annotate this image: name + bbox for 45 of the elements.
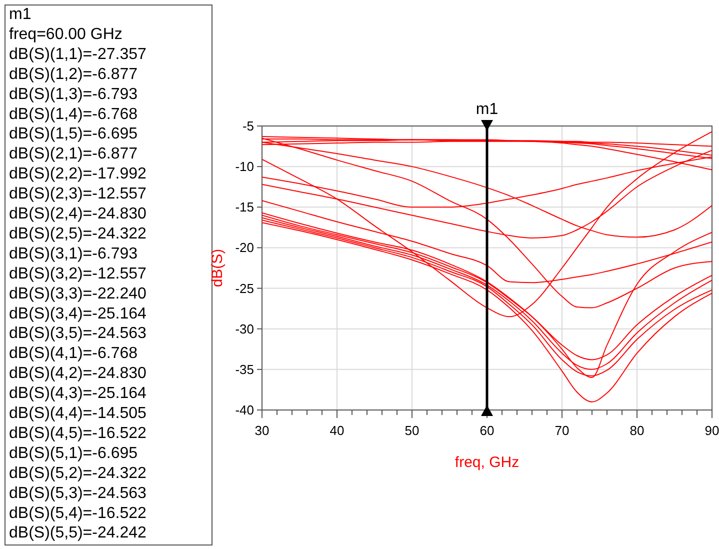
y-tick-label: -35	[235, 362, 254, 377]
x-tick-label: 30	[254, 423, 270, 438]
x-tick-label: 70	[554, 423, 570, 438]
text: dB(S)(3,2)=-12.557	[9, 265, 147, 282]
y-tick-label: -40	[235, 402, 254, 418]
x-tick-label: 50	[404, 423, 420, 438]
y-tick-label: -30	[235, 321, 254, 336]
text: dB(S)(4,3)=-25.164	[9, 385, 147, 402]
x-axis-title: freq, GHz	[454, 454, 520, 471]
text: dB(S)(1,1)=-27.357	[9, 46, 147, 63]
text: dB(S)(1,2)=-6.877	[9, 66, 138, 83]
text: dB(S)(3,1)=-6.793	[9, 245, 138, 262]
text: dB(S)(2,1)=-6.877	[9, 146, 138, 163]
y-tick-label: -10	[235, 159, 254, 174]
text: dB(S)(3,4)=-25.164	[9, 305, 147, 322]
text: dB(S)(2,3)=-12.557	[9, 186, 147, 203]
text: dB(S)(5,4)=-16.522	[9, 504, 147, 522]
text: dB(S)(4,1)=-6.768	[9, 345, 138, 362]
text: dB(S)(2,5)=-24.322	[9, 225, 147, 242]
y-tick-label: -5	[242, 118, 254, 134]
text: dB(S)(5,5)=-24.242	[9, 524, 147, 542]
y-tick-label: -20	[235, 240, 254, 256]
text: dB(S)(4,5)=-16.522	[9, 424, 147, 442]
x-tick-label: 40	[330, 423, 344, 438]
y-tick-label: -15	[235, 200, 254, 215]
x-tick-label: 90	[704, 423, 719, 438]
text: dB(S)(1,3)=-6.793	[9, 86, 138, 103]
text: dB(S)(4,4)=-14.505	[9, 405, 147, 422]
x-tick-label: 60	[480, 423, 494, 438]
text: dB(S)(1,5)=-6.695	[9, 126, 138, 143]
x-tick-label: 80	[630, 423, 644, 438]
text: dB(S)(2,2)=-17.992	[9, 166, 147, 183]
y-axis-title: dB(S)	[209, 248, 226, 288]
text: dB(S)(5,2)=-24.322	[9, 464, 147, 482]
text: dB(S)(5,3)=-24.563	[9, 484, 147, 502]
text: dB(S)(3,5)=-24.563	[9, 325, 147, 342]
text: freq=60.00 GHz	[9, 26, 122, 43]
ref-line-label: m1	[476, 101, 498, 118]
text: dB(S)(5,1)=-6.695	[9, 444, 138, 462]
text: m1	[9, 6, 32, 23]
text: dB(S)(4,2)=-24.830	[9, 365, 147, 382]
text: dB(S)(1,4)=-6.768	[9, 106, 138, 123]
text: dB(S)(2,4)=-24.830	[9, 206, 147, 222]
text: dB(S)(3,3)=-22.240	[9, 285, 147, 302]
y-tick-label: -25	[235, 280, 254, 296]
